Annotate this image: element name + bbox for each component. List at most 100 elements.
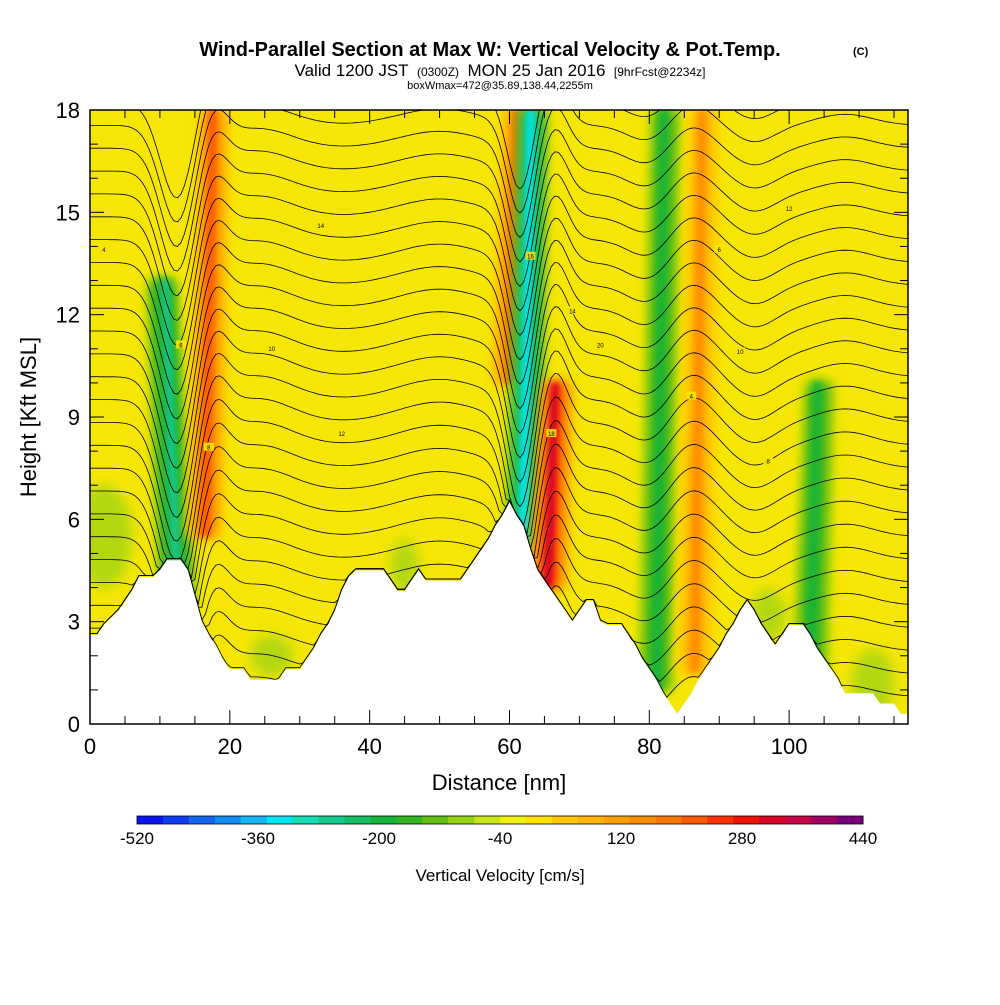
theta-label-text: 18	[548, 432, 555, 438]
theta-contour-23	[90, 129, 908, 272]
colorbar-swatch	[266, 816, 294, 824]
theta-contour-14	[90, 328, 908, 494]
theta-label-3: 10	[266, 343, 277, 353]
colorbar-swatch	[500, 816, 527, 824]
theta-contour-19	[90, 217, 908, 371]
theta-label-bg	[546, 429, 557, 438]
theta-contour-8	[90, 467, 908, 580]
terrain-layer	[90, 502, 908, 724]
theta-label-10: 6	[714, 244, 725, 254]
theta-contour-17	[90, 261, 908, 420]
x-tick-label: 40	[357, 734, 381, 759]
colorbar-swatch	[707, 816, 734, 824]
theta-label-text: 20	[597, 343, 604, 349]
theta-label-bg	[714, 244, 725, 253]
theta-contour-21	[90, 173, 908, 321]
x-tick-label: 100	[771, 734, 808, 759]
colorbar-swatch	[396, 816, 423, 824]
theta-label-bg	[595, 340, 606, 349]
plot-area: 4 6 8 10 12 14 16 18 20 4 6 8 10 12 14	[90, 110, 908, 724]
x-axis: 0 20 40 60 80 100	[84, 110, 895, 759]
theta-contour-24	[90, 110, 908, 247]
theta-label-6: 16	[525, 251, 536, 261]
subtitle-zulu: (0300Z)	[417, 65, 459, 79]
theta-label-1: 6	[175, 340, 186, 349]
x-tick-label: 20	[218, 734, 242, 759]
theta-label-4: 12	[336, 429, 347, 438]
colorbar-swatch	[344, 816, 371, 824]
x-tick-label: 0	[84, 734, 96, 759]
colorbar-swatch	[577, 816, 605, 824]
theta-contour-26	[138, 110, 780, 199]
theta-label-bg	[763, 456, 774, 465]
y-tick-label: 6	[68, 507, 80, 532]
colorbar-swatch	[759, 816, 786, 824]
theta-label-11: 8	[763, 456, 774, 465]
y-tick-label: 15	[56, 200, 80, 225]
theta-label-bg	[784, 203, 795, 212]
theta-label-text: 14	[317, 224, 324, 230]
colorbar-frame	[136, 815, 864, 825]
velocity-band-downdraft-0-3	[161, 280, 182, 605]
colorbar-swatch	[551, 816, 579, 824]
theta-label-bg	[266, 343, 277, 352]
colorbar-swatch	[137, 816, 164, 824]
y-tick-label: 3	[68, 610, 80, 635]
chart-subtitle: Valid 1200 JST (0300Z) MON 25 Jan 2016 […	[295, 61, 706, 80]
chart-title: Wind-Parallel Section at Max W: Vertical…	[199, 39, 780, 61]
x-axis-label: Distance [nm]	[432, 770, 567, 795]
x-tick-label: 80	[637, 734, 661, 759]
theta-label-text: 4	[690, 395, 694, 401]
colorbar-tick-label: -200	[362, 829, 396, 848]
colorbar-swatch	[162, 816, 190, 824]
box-wmax-text: boxWmax=472@35.89,138.44,2255m	[407, 80, 593, 92]
y-axis-label: Height [Kft MSL]	[16, 337, 41, 497]
colorbar-swatch	[811, 816, 838, 824]
theta-contour-9	[90, 443, 908, 570]
theta-label-text: 6	[718, 248, 722, 254]
theta-label-0: 4	[98, 244, 109, 254]
theta-contour-20	[90, 195, 908, 346]
colorbar-tick-label: 280	[728, 829, 756, 848]
theta-label-text: 10	[268, 347, 275, 353]
theta-label-bg	[525, 251, 536, 260]
theta-label-14: 14	[567, 306, 578, 315]
theta-contours: 4 6 8 10 12 14 16 18 20 4 6 8 10 12 14	[90, 110, 908, 698]
theta-contour-10	[90, 420, 908, 565]
theta-label-text: 6	[179, 343, 183, 349]
subtitle-forecast: [9hrFcst@2234z]	[614, 65, 706, 79]
theta-label-13: 12	[784, 203, 795, 213]
velocity-band-downdraft-7-3	[805, 382, 822, 690]
colorbar-swatch	[318, 816, 345, 824]
theta-contour-18	[90, 239, 908, 395]
colorbar-swatch	[655, 816, 682, 824]
colorbar-swatch	[603, 816, 631, 824]
x-tick-label: 60	[497, 734, 521, 759]
velocity-band-updraft-6-3	[689, 110, 707, 673]
colorbar-swatch	[681, 816, 708, 824]
chart-title-mark: (C)	[853, 46, 869, 58]
theta-contour-13	[90, 350, 908, 518]
colorbar-tick-label: 440	[849, 829, 877, 848]
colorbar-tick-label: -520	[120, 829, 154, 848]
colorbar-label: Vertical Velocity [cm/s]	[415, 866, 584, 885]
velocity-band-updraft-1-3	[199, 110, 218, 537]
theta-label-8: 20	[595, 340, 606, 349]
y-axis: 0 3 6 9 12 15 18	[56, 98, 908, 737]
theta-label-bg	[315, 220, 326, 229]
colorbar-swatch	[292, 816, 319, 824]
theta-label-bg	[686, 391, 697, 400]
theta-label-5: 14	[315, 220, 326, 230]
colorbar-swatch	[422, 816, 449, 824]
colorbar-swatch	[370, 816, 397, 824]
theta-contour-15	[90, 306, 908, 469]
theta-label-text: 8	[207, 446, 211, 452]
theta-contour-22	[90, 151, 908, 297]
subtitle-valid: Valid 1200 JST	[295, 61, 409, 80]
colorbar-swatch	[837, 816, 864, 824]
velocity-cell-0	[90, 485, 132, 588]
y-tick-label: 18	[56, 98, 80, 123]
colorbar-swatch	[785, 816, 812, 824]
colorbar-tick-label: 120	[607, 829, 635, 848]
colorbar-swatch	[629, 816, 657, 824]
